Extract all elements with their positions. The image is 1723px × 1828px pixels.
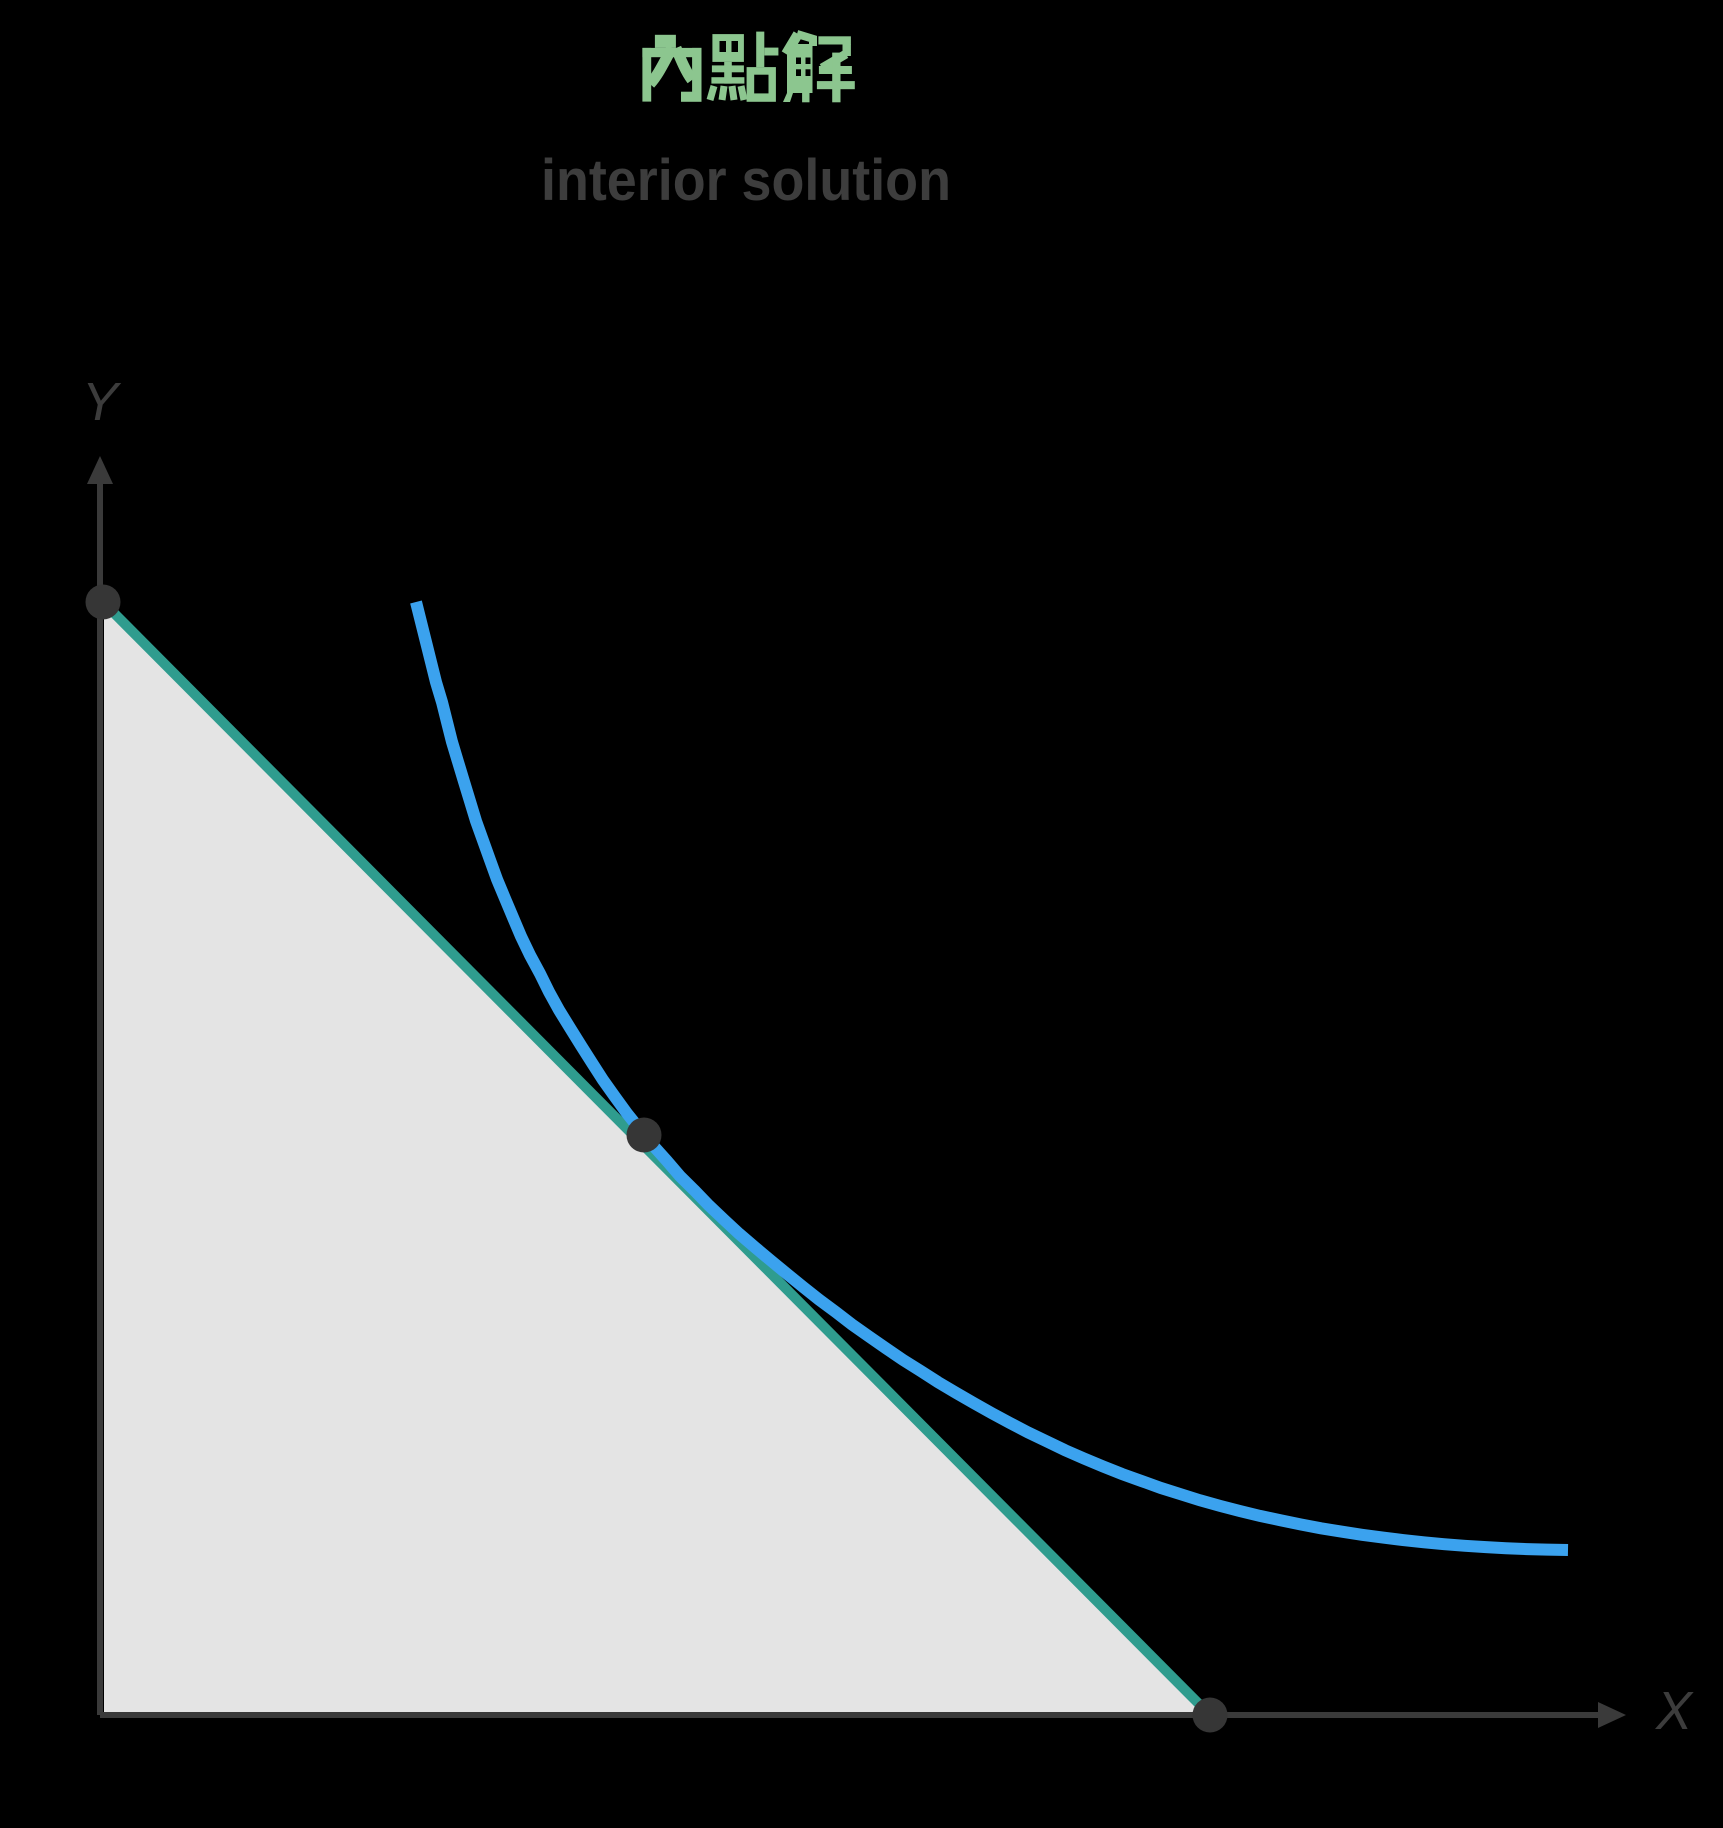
svg-text:X: X — [1654, 1681, 1694, 1741]
svg-text:interior solution: interior solution — [541, 148, 951, 213]
svg-text:Y: Y — [82, 372, 122, 432]
